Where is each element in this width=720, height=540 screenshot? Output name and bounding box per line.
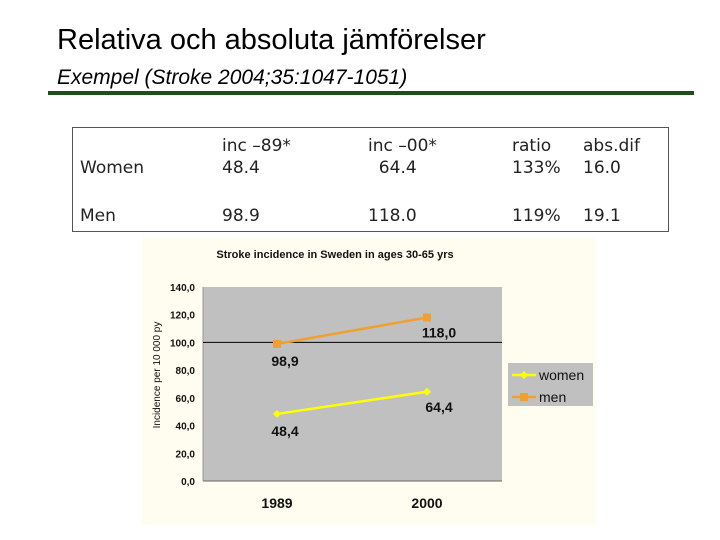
header-absdif: abs.dif [583, 136, 640, 156]
data-label-men: 98,9 [271, 353, 298, 369]
legend-marker-women [520, 371, 528, 379]
data-label-men: 118,0 [422, 324, 456, 340]
row-men-ratio: 119% [512, 206, 561, 226]
header-inc00: inc –00* [368, 136, 437, 156]
data-point-men [423, 313, 431, 322]
row-men-inc89: 98.9 [222, 206, 260, 226]
y-tick-label: 100,0 [170, 338, 195, 349]
row-women-absdif: 16.0 [583, 158, 621, 178]
y-axis-label: Incidence per 10 000 py [152, 322, 163, 429]
title-divider [48, 91, 694, 95]
legend-marker-men [520, 393, 528, 401]
data-point-men [273, 339, 281, 348]
slide-title: Relativa och absoluta jämförelser [57, 24, 486, 56]
y-tick-label: 80,0 [176, 366, 196, 377]
y-tick-label: 20,0 [176, 449, 196, 460]
y-tick-label: 40,0 [176, 422, 196, 433]
data-point-women [273, 409, 281, 418]
legend-label-women: women [538, 367, 584, 383]
legend-label-men: men [539, 389, 566, 405]
data-point-women [423, 387, 431, 396]
data-label-women: 64,4 [425, 399, 452, 415]
plot-area [203, 287, 502, 481]
row-women-ratio: 133% [512, 158, 561, 178]
comparison-table: inc –89* inc –00* ratio abs.dif Women 48… [72, 127, 669, 232]
y-tick-label: 120,0 [170, 311, 195, 322]
row-men-absdif: 19.1 [583, 206, 621, 226]
header-inc89: inc –89* [222, 136, 291, 156]
data-label-women: 48,4 [271, 423, 298, 439]
y-tick-label: 140,0 [170, 283, 195, 294]
row-women-label: Women [80, 158, 145, 178]
header-ratio: ratio [512, 136, 552, 156]
row-women-inc00: 64.4 [368, 158, 417, 178]
y-tick-label: 0,0 [181, 477, 195, 488]
series-line-women [276, 390, 428, 416]
x-tick-label: 2000 [411, 495, 442, 511]
row-men-inc00: 118.0 [368, 206, 417, 226]
slide-subtitle: Exempel (Stroke 2004;35:1047-1051) [57, 66, 408, 89]
y-tick-label: 60,0 [176, 394, 196, 405]
x-tick-label: 1989 [261, 495, 292, 511]
row-men-label: Men [80, 206, 116, 226]
chart-title: Stroke incidence in Sweden in ages 30-65… [216, 249, 453, 261]
series-line-men [276, 316, 428, 346]
row-women-inc89: 48.4 [222, 158, 260, 178]
